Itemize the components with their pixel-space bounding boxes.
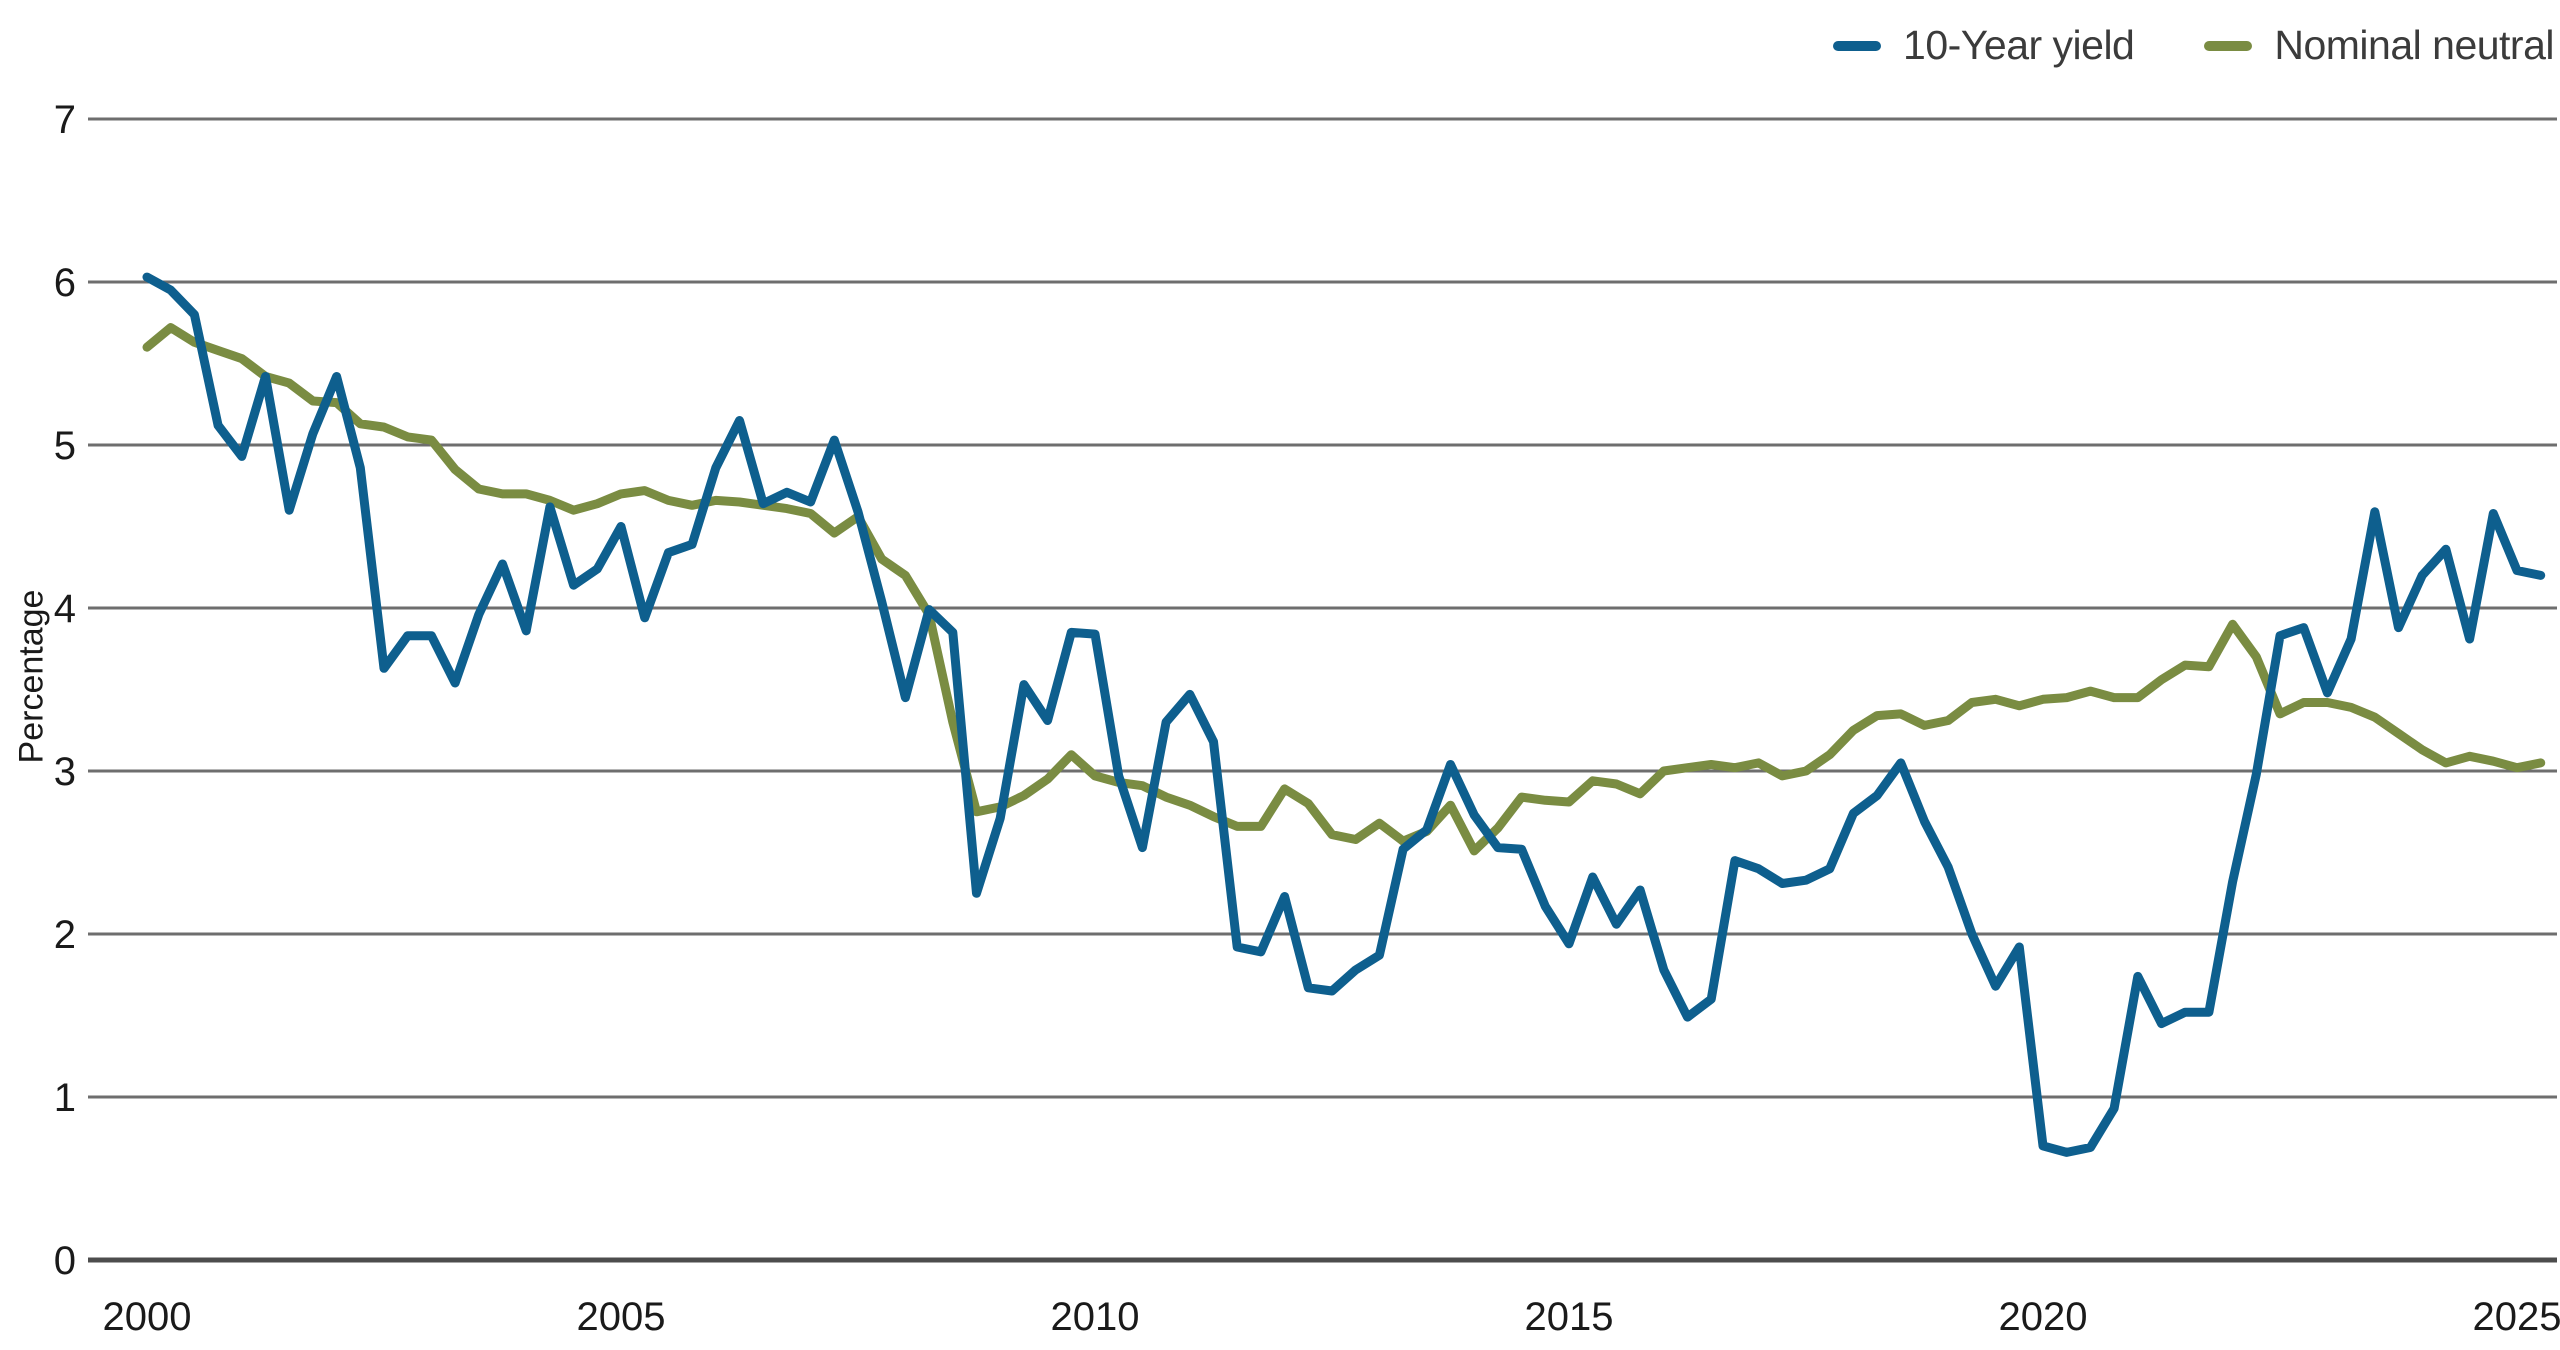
line-nominal-neutral <box>142 323 2546 856</box>
x-tick-label-2015: 2015 <box>1525 1295 1614 1339</box>
legend-label-nominal-neutral: Nominal neutral <box>2274 22 2554 68</box>
y-tick-label-4: 4 <box>54 587 76 631</box>
x-tick-label-2005: 2005 <box>577 1295 666 1339</box>
legend-label-10-year-yield: 10-Year yield <box>1903 22 2135 68</box>
x-tick-label-2010: 2010 <box>1051 1295 1140 1339</box>
line-10-year-yield <box>142 272 2546 1157</box>
x-tick-label-2025: 2025 <box>2473 1295 2560 1339</box>
y-axis-title: Percentage <box>12 589 51 764</box>
y-tick-label-0: 0 <box>54 1239 76 1283</box>
legend: 10-Year yield Nominal neutral <box>1833 22 2554 69</box>
y-tick-label-6: 6 <box>54 261 76 305</box>
x-tick-label-2020: 2020 <box>1999 1295 2088 1339</box>
y-tick-label-3: 3 <box>54 750 76 794</box>
legend-item-10-year-yield: 10-Year yield <box>1833 22 2135 69</box>
y-tick-label-5: 5 <box>54 424 76 468</box>
legend-swatch-10-year-yield <box>1833 40 1882 51</box>
y-tick-label-1: 1 <box>54 1076 76 1120</box>
x-tick-label-2000: 2000 <box>103 1295 192 1339</box>
legend-item-nominal-neutral: Nominal neutral <box>2204 22 2554 69</box>
legend-swatch-nominal-neutral <box>2204 40 2253 51</box>
y-tick-label-7: 7 <box>54 98 76 142</box>
y-tick-label-2: 2 <box>54 913 76 957</box>
